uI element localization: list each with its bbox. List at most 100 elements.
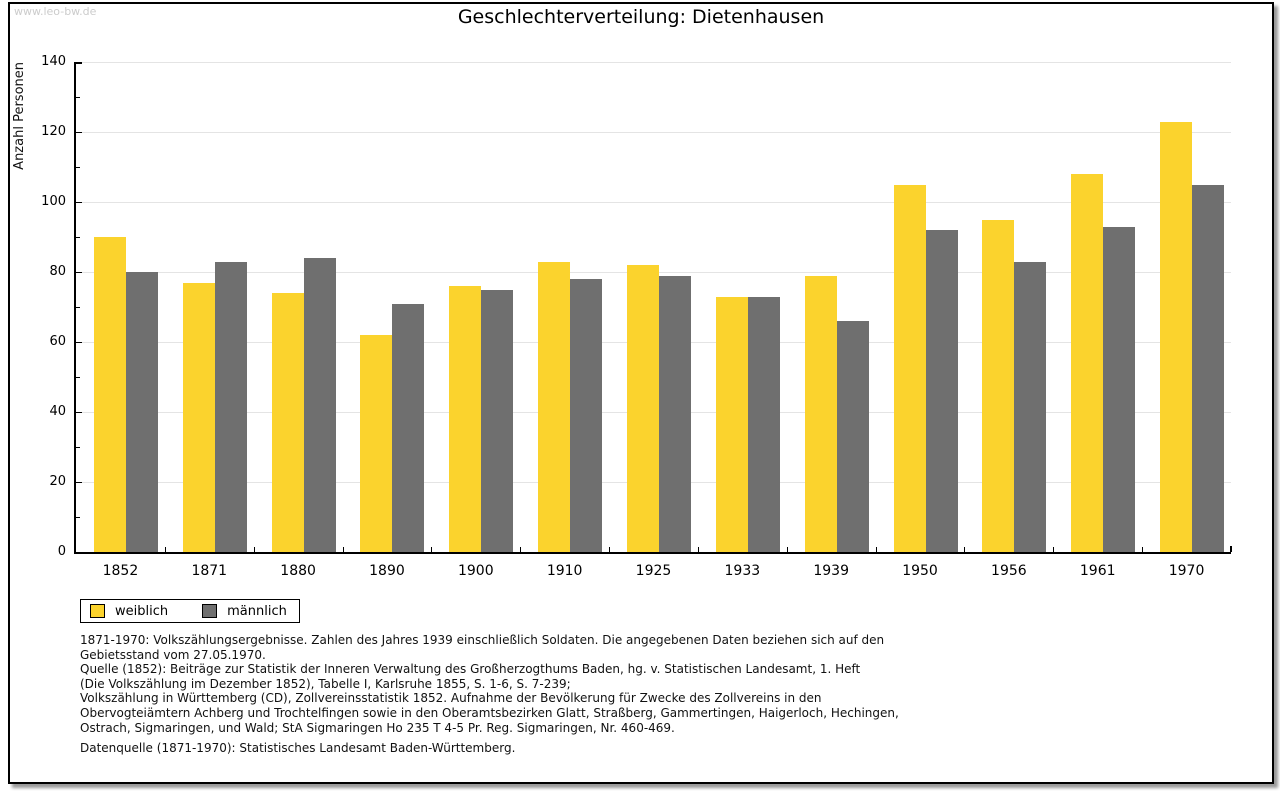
bar-weiblich-1970 (1160, 121, 1193, 552)
x-tick-label: 1900 (457, 563, 494, 579)
bar-männlich-1950 (925, 230, 958, 552)
x-tick-label: 1871 (191, 563, 228, 579)
chart-title: Geschlechterverteilung: Dietenhausen (457, 6, 825, 28)
bar-männlich-1939 (836, 321, 869, 552)
x-boundary-tick (253, 547, 255, 552)
y-tick-label: 120 (41, 124, 66, 139)
x-axis-right-cap (1230, 546, 1232, 552)
bar-männlich-1910 (570, 279, 603, 552)
footnote-line: (Die Volkszählung im Dezember 1852), Tab… (80, 676, 571, 691)
x-tick-label: 1939 (813, 563, 849, 579)
y-tick (76, 272, 82, 273)
bar-männlich-1890 (392, 303, 425, 552)
legend-label-maennlich: männlich (227, 603, 287, 619)
x-tick-label: 1956 (991, 563, 1027, 579)
datasource-line: Datenquelle (1871-1970): Statistisches L… (80, 741, 516, 755)
bar-männlich-1852 (125, 272, 158, 552)
x-boundary-tick (786, 547, 788, 552)
bar-weiblich-1880 (271, 293, 304, 552)
bar-männlich-1925 (659, 275, 691, 552)
weiblich-color-swatch (90, 604, 105, 618)
y-tick (76, 517, 80, 518)
y-tick-label: 60 (49, 334, 66, 349)
bar-chart: 1852 1871 1880 1890 1900 1910 1925 1933 1939 1950… (10, 4, 1272, 782)
footnote-line: Volkszählung in Württemberg (CD), Zollve… (80, 691, 822, 706)
bar-weiblich-1950 (893, 184, 926, 552)
legend-label-weiblich: weiblich (115, 603, 169, 619)
y-gridline (76, 62, 1231, 63)
footnote-line: Gebietsstand vom 27.05.1970. (80, 647, 266, 662)
y-tick (76, 342, 82, 343)
y-tick (76, 377, 80, 378)
x-tick-label: 1961 (1079, 563, 1116, 579)
y-tick (76, 202, 82, 203)
x-tick-label: 1852 (102, 563, 139, 579)
y-tick (76, 307, 80, 308)
bar-weiblich-1933 (715, 296, 748, 552)
watermark-url: www.leo-bw.de (14, 5, 97, 18)
footnotes: 1871-1970: Volkszählungsergebnisse. Zahl… (80, 633, 899, 735)
y-tick (76, 62, 82, 63)
y-tick-label: 80 (49, 264, 66, 279)
y-tick-label: 40 (49, 404, 66, 419)
x-boundary-tick (342, 547, 344, 552)
bar-weiblich-1871 (182, 282, 215, 552)
bar-weiblich-1890 (360, 335, 393, 552)
bar-männlich-1933 (747, 296, 780, 552)
x-tick-label: 1933 (724, 563, 761, 579)
x-boundary-tick (1142, 547, 1144, 552)
maennlich-color-swatch (202, 604, 218, 618)
x-boundary-tick (520, 547, 522, 552)
legend: weiblich männlich (80, 599, 300, 623)
bar-weiblich-1939 (804, 275, 837, 552)
y-axis-top-cap (76, 62, 82, 64)
y-tick (76, 132, 82, 133)
y-tick (76, 97, 80, 98)
x-axis-line (74, 552, 1231, 554)
y-tick (76, 237, 80, 238)
y-tick (76, 412, 82, 413)
y-axis-line (74, 62, 76, 552)
x-tick-label: 1950 (902, 563, 938, 579)
y-gridline (76, 202, 1231, 203)
x-tick-label: 1925 (635, 563, 672, 579)
footnote-line: Quelle (1852): Beiträge zur Statistik de… (80, 662, 861, 677)
y-tick (76, 482, 82, 483)
x-boundary-tick (875, 547, 877, 552)
bar-weiblich-1852 (93, 237, 126, 552)
bar-männlich-1961 (1103, 226, 1136, 552)
bar-weiblich-1956 (982, 219, 1015, 552)
legend-item-weiblich: weiblich (90, 604, 168, 618)
bar-männlich-1970 (1192, 184, 1225, 552)
y-tick-label: 100 (41, 194, 66, 209)
x-tick-label: 1880 (280, 563, 316, 579)
bar-männlich-1956 (1014, 261, 1047, 552)
bar-männlich-1900 (481, 289, 514, 552)
bar-weiblich-1910 (538, 261, 571, 552)
bar-männlich-1880 (303, 258, 336, 552)
x-boundary-tick (697, 547, 699, 552)
x-tick-label: 1970 (1168, 563, 1205, 579)
bar-weiblich-1961 (1071, 174, 1104, 552)
x-boundary-tick (964, 547, 966, 552)
y-tick (76, 447, 80, 448)
bar-männlich-1871 (214, 261, 247, 552)
legend-item-maennlich: männlich (202, 604, 287, 618)
x-tick-label: 1910 (546, 563, 583, 579)
y-tick-label: 140 (41, 54, 66, 69)
bar-weiblich-1925 (627, 265, 659, 552)
x-boundary-tick (609, 547, 611, 552)
chart-window: www.leo-bw.de Geschlechterverteilung: Di… (8, 2, 1274, 784)
y-gridline (76, 132, 1231, 133)
y-tick (76, 167, 80, 168)
bar-weiblich-1900 (449, 286, 482, 552)
x-tick-label: 1890 (369, 563, 405, 579)
y-tick-label: 0 (57, 544, 66, 559)
x-boundary-tick (164, 547, 166, 552)
x-boundary-tick (431, 547, 433, 552)
x-boundary-tick (1053, 547, 1055, 552)
footnote-line: 1871-1970: Volkszählungsergebnisse. Zahl… (80, 633, 885, 647)
footnote-line: Obervogteiämtern Achberg und Trochtelfin… (80, 705, 899, 720)
y-tick-label: 20 (49, 474, 66, 489)
